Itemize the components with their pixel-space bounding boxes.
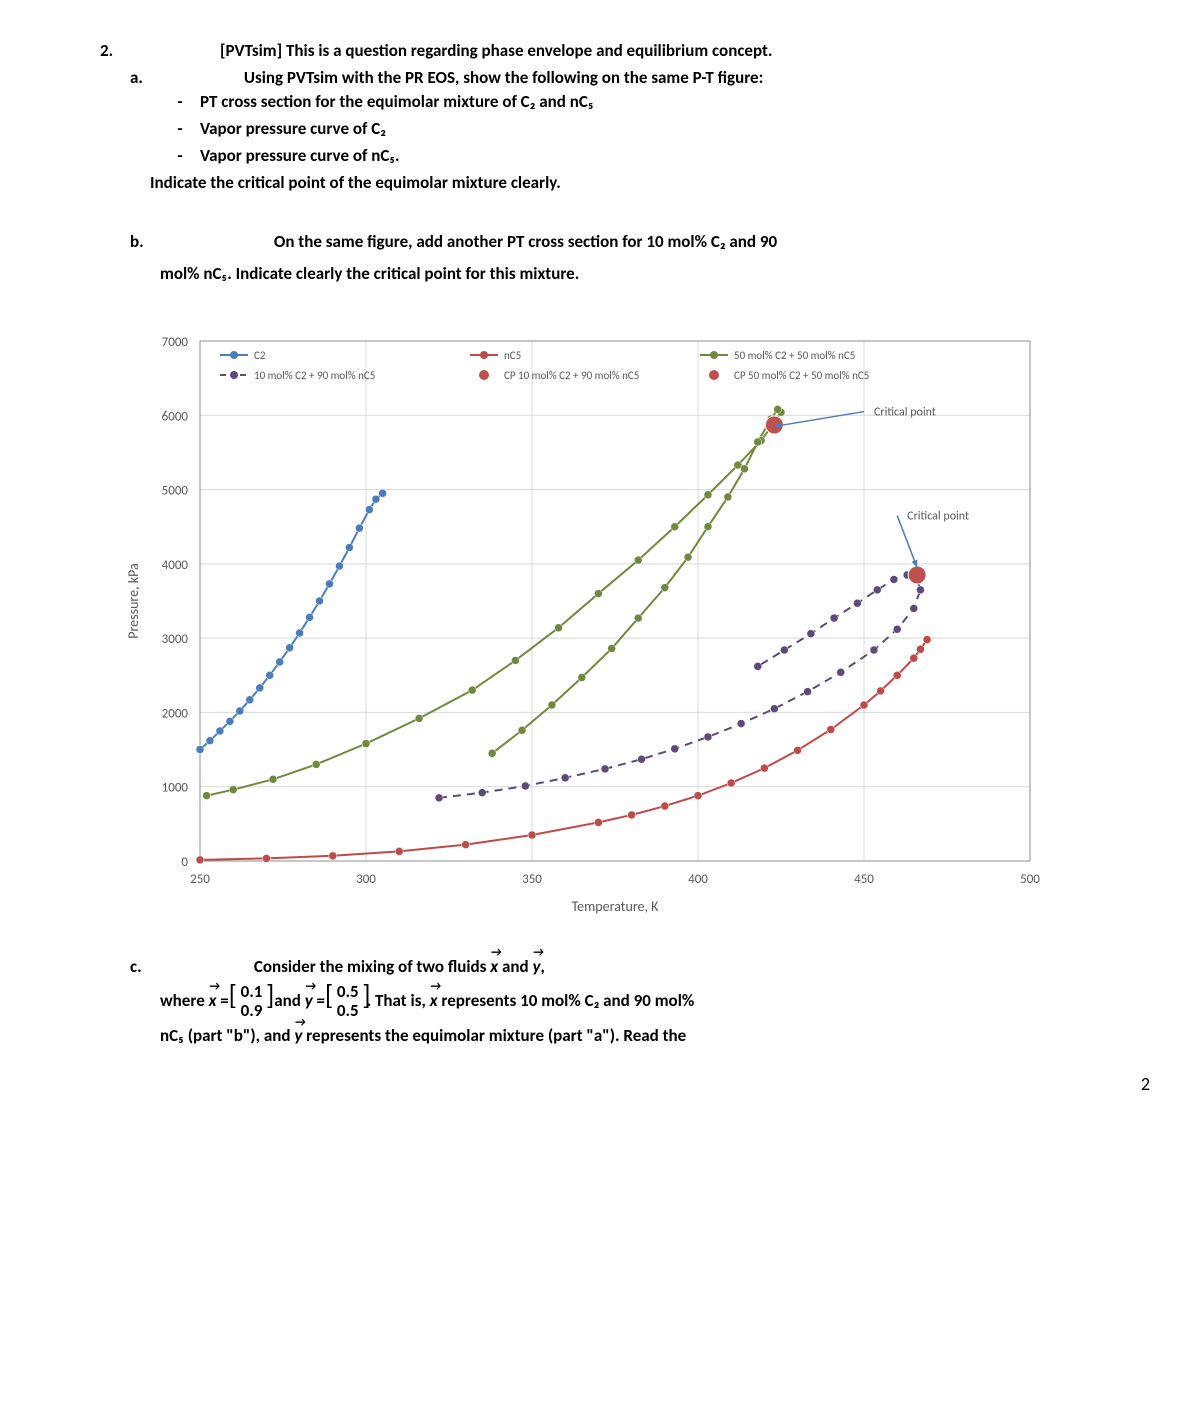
svg-text:50 mol% C2 + 50 mol% nC5: 50 mol% C2 + 50 mol% nC5 (734, 349, 855, 362)
svg-text:CP 50 mol% C2 + 50 mol% nC5: CP 50 mol% C2 + 50 mol% nC5 (734, 369, 869, 382)
svg-text:Temperature, K: Temperature, K (572, 898, 660, 915)
part-c-line1b: and (502, 956, 532, 977)
pt-chart: 2503003504004505000100020003000400050006… (120, 321, 1060, 921)
part-c-line3a: nC₅ (part "b"), and (160, 1025, 294, 1046)
part-c-label: c. (130, 951, 160, 983)
bullet-1: PT cross section for the equimolar mixtu… (160, 88, 1150, 115)
svg-text:350: 350 (522, 872, 542, 887)
part-c-line3b: represents the equimolar mixture (part "… (306, 1025, 686, 1046)
svg-text:7000: 7000 (162, 335, 189, 350)
svg-text:250: 250 (190, 872, 210, 887)
svg-text:10 mol% C2 + 90 mol% nC5: 10 mol% C2 + 90 mol% nC5 (254, 369, 375, 382)
svg-text:C2: C2 (254, 349, 266, 362)
intro-text: [PVTsim] This is a question regarding ph… (220, 40, 1150, 61)
bullet-3: Vapor pressure curve of nC₅. (160, 142, 1150, 169)
part-b-label: b. (130, 226, 160, 258)
svg-text:6000: 6000 (162, 409, 189, 424)
svg-text:1000: 1000 (162, 780, 189, 795)
matrix-y: 0.50.5 (329, 983, 367, 1020)
vec-x2: x (209, 985, 217, 1017)
svg-text:4000: 4000 (162, 557, 189, 572)
svg-text:Critical point: Critical point (874, 405, 936, 419)
part-c-line2f: represents 10 mol% C₂ and 90 mol% (441, 990, 694, 1011)
part-c-line1a: Consider the mixing of two fluids (254, 956, 490, 977)
svg-text:Pressure, kPa: Pressure, kPa (125, 563, 142, 639)
matrix-x: 0.10.9 (233, 983, 271, 1020)
part-a-label: a. (130, 67, 160, 88)
part-b-text1: On the same figure, add another PT cross… (274, 231, 777, 252)
svg-text:CP 10 mol% C2 + 90 mol% nC5: CP 10 mol% C2 + 90 mol% nC5 (504, 369, 639, 382)
svg-text:5000: 5000 (162, 483, 189, 498)
part-c-line2e: . That is, (367, 990, 430, 1011)
indicate-a: Indicate the critical point of the equim… (150, 169, 1150, 196)
page-number: 2 (50, 1073, 1150, 1095)
part-c-line2a: where (160, 990, 209, 1011)
svg-text:Critical point: Critical point (907, 509, 969, 523)
svg-text:nC5: nC5 (504, 349, 521, 362)
bullet-2: Vapor pressure curve of C₂ (160, 115, 1150, 142)
vec-y: y (532, 951, 540, 983)
part-c-line2c: and (274, 990, 304, 1011)
vec-y3: y (294, 1020, 302, 1052)
vec-x: x (490, 951, 498, 983)
svg-text:450: 450 (854, 872, 874, 887)
svg-text:0: 0 (181, 855, 188, 870)
svg-text:300: 300 (356, 872, 376, 887)
svg-text:500: 500 (1020, 872, 1040, 887)
question-number: 2. (100, 40, 113, 61)
svg-text:400: 400 (688, 872, 708, 887)
vec-y2: y (305, 985, 313, 1017)
vec-x3: x (430, 985, 438, 1017)
svg-text:2000: 2000 (162, 706, 189, 721)
svg-text:3000: 3000 (162, 632, 189, 647)
part-a-text: Using PVTsim with the PR EOS, show the f… (244, 67, 763, 88)
part-b-text2: mol% nC₅. Indicate clearly the critical … (160, 263, 579, 284)
